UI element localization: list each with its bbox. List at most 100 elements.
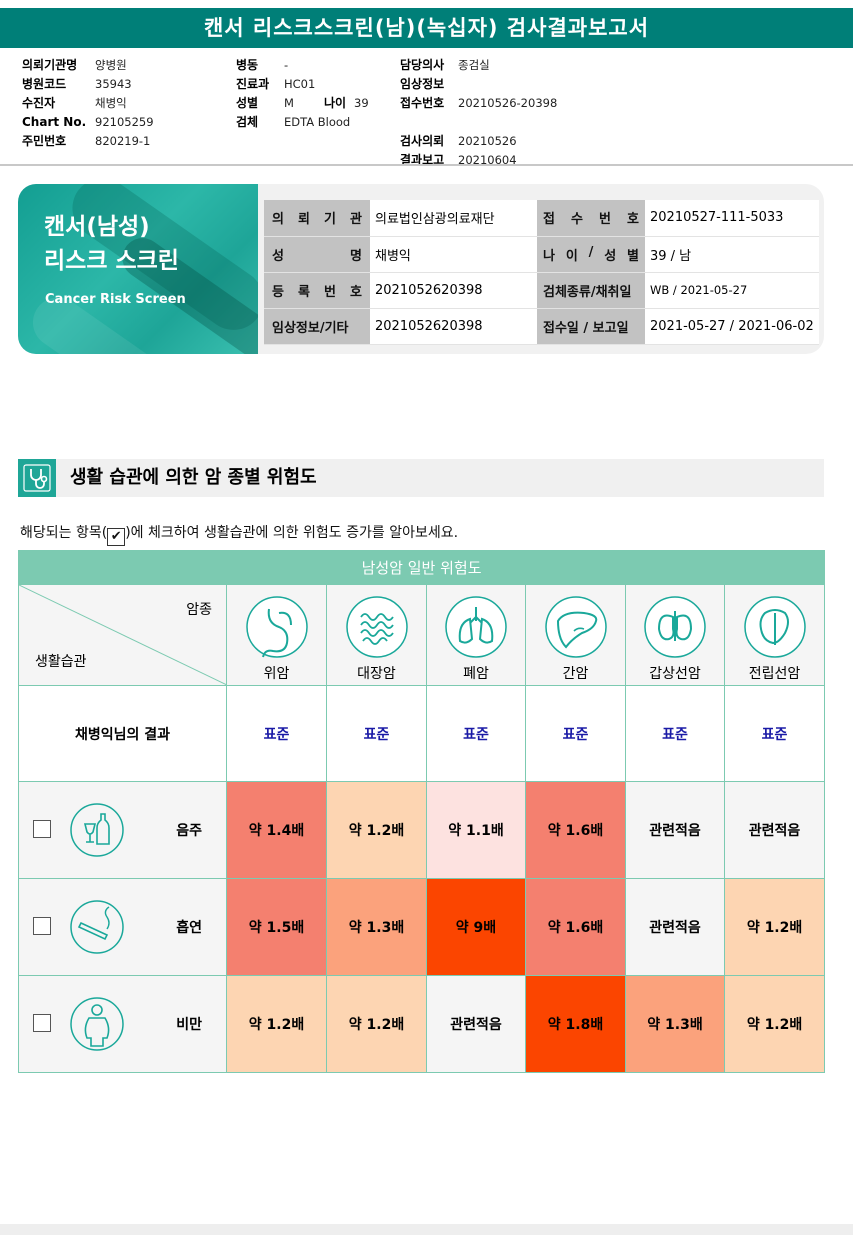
organ-icon — [743, 595, 807, 659]
report-date-label: 결과보고 — [400, 153, 445, 167]
risk-value-cell: 약 1.3배 — [625, 975, 725, 1073]
age-value: 39 — [354, 96, 369, 110]
check-icon: ✔ — [107, 528, 126, 546]
info-label-left: 임상정보/기타 — [264, 308, 370, 345]
result-label-cell: 채병익님의 결과 — [18, 685, 227, 782]
ward-label: 병동 — [236, 58, 259, 72]
cancer-name: 위암 — [263, 666, 290, 682]
patient-info-card: 캔서(남성) 리스크 스크린 Cancer Risk Screen 의 뢰 기 관 의료… — [18, 184, 824, 354]
report-title: 캔서 리스크스크린(남)(녹십자) 검사결과보고서 — [0, 8, 853, 48]
cancer-name: 전립선암 — [748, 666, 801, 682]
risk-value-cell: 약 1.8배 — [525, 975, 626, 1073]
info-value-left: 의료법인삼광의료재단 — [370, 200, 537, 237]
habit-checkbox[interactable] — [33, 917, 51, 935]
organ-icon — [444, 595, 508, 659]
table-caption: 남성암 일반 위험도 — [17, 550, 826, 585]
organ-icon — [245, 595, 309, 659]
habit-checkbox[interactable] — [33, 820, 51, 838]
cancer-name: 갑상선암 — [649, 666, 701, 682]
info-value-right: 20210527-111-5033 — [645, 200, 819, 237]
department-label: 진료과 — [236, 77, 270, 91]
doctor-label: 담당의사 — [400, 58, 445, 72]
habit-row: 흡연 약 1.5배 약 1.3배 약 9배 약 1.6배 관련적음 약 1.2배 — [18, 878, 826, 976]
info-label-text: 나 이 / 성 별 — [543, 244, 639, 264]
header-col1: 의뢰기관명 양병원 병원코드 35943 수진자 채병익 Chart No. 92105… — [22, 56, 154, 151]
patient-label: 수진자 — [22, 96, 56, 110]
instruction-after: )에 체크하여 생활습관에 의한 위험도 증가를 알아보세요. — [125, 525, 459, 541]
instruction-before: 해당되는 항목( — [20, 525, 108, 541]
doctor-value: 종검실 — [458, 58, 490, 72]
banner-line1: 캔서(남성) — [44, 214, 150, 240]
product-banner: 캔서(남성) 리스크 스크린 Cancer Risk Screen — [18, 184, 258, 354]
cancer-header-cell: 폐암 — [426, 584, 526, 686]
section-title: 생활 습관에 의한 암 종별 위험도 — [70, 467, 317, 488]
result-cell: 표준 — [226, 685, 327, 782]
hospital-name-value: 양병원 — [95, 58, 127, 72]
sex-label: 성별 — [236, 96, 259, 110]
specimen-value: EDTA Blood — [284, 115, 351, 129]
cancer-header-cell: 대장암 — [326, 584, 427, 686]
hospital-code-label: 병원코드 — [22, 77, 67, 91]
ward-value: - — [284, 58, 289, 72]
info-value-right: WB / 2021-05-27 — [645, 272, 819, 309]
info-label-right: 접수일 / 보고일 — [537, 308, 645, 345]
banner-line2: 리스크 스크린 — [44, 248, 179, 274]
resident-no-value: 820219-1 — [95, 134, 151, 148]
info-row: 임상정보/기타 2021052620398 접수일 / 보고일 2021-05-27 … — [264, 308, 819, 345]
result-value: 표준 — [463, 726, 489, 743]
result-cell: 표준 — [326, 685, 427, 782]
risk-value-cell: 약 1.2배 — [326, 975, 427, 1073]
result-value: 표준 — [662, 726, 688, 743]
obesity-icon — [69, 996, 125, 1052]
sex-value: M — [284, 96, 294, 110]
risk-value-cell: 약 1.2배 — [226, 975, 327, 1073]
hospital-code-value: 35943 — [95, 77, 132, 91]
info-label-text: 검체종류/채취일 — [543, 284, 632, 300]
organ-icon — [643, 595, 707, 659]
request-date-value: 20210526 — [458, 134, 517, 148]
report-date-value: 20210604 — [458, 153, 517, 167]
result-value: 표준 — [363, 726, 390, 743]
department-value: HC01 — [284, 77, 316, 91]
page-footer-bar — [0, 1224, 853, 1235]
hospital-name-label: 의뢰기관명 — [22, 58, 78, 72]
result-value: 표준 — [263, 726, 290, 743]
risk-value-cell: 관련적음 — [625, 878, 725, 976]
banner-subtitle: Cancer Risk Screen — [45, 292, 186, 307]
patient-value: 채병익 — [95, 96, 127, 110]
risk-value-cell: 약 1.2배 — [723, 878, 826, 976]
result-cell: 표준 — [625, 685, 725, 782]
patient-info-table: 의 뢰 기 관 의료법인삼광의료재단 접 수 번 호 20210527-111-5033 성 명 채병익… — [264, 200, 819, 345]
header-separator — [0, 164, 853, 166]
habit-name: 비만 — [176, 1017, 202, 1033]
risk-value-cell: 관련적음 — [625, 781, 725, 879]
organ-icon — [345, 595, 409, 659]
habit-checkbox[interactable] — [33, 1014, 51, 1032]
habit-label-cell: 음주 — [18, 781, 227, 879]
clinical-info-label: 임상정보 — [400, 77, 445, 91]
cancer-header-cell: 위암 — [226, 584, 327, 686]
result-value: 표준 — [562, 726, 589, 743]
risk-value-cell: 관련적음 — [426, 975, 526, 1073]
habit-name: 음주 — [176, 823, 202, 839]
risk-value-cell: 약 1.6배 — [525, 781, 626, 879]
smoking-icon — [69, 899, 125, 955]
banner-title: 캔서(남성) 리스크 스크린 — [44, 210, 179, 278]
specimen-label: 검체 — [236, 115, 259, 129]
result-label: 채병익님의 결과 — [74, 726, 171, 743]
info-row: 등 록 번 호 2021052620398 검체종류/채취일 WB / 2021-05-27 — [264, 272, 819, 309]
lifestyle-label: 생활습관 — [35, 654, 87, 670]
habit-row: 비만 약 1.2배 약 1.2배 관련적음 약 1.8배 약 1.3배 약 1.2배 — [18, 975, 826, 1073]
habit-row: 음주 약 1.4배 약 1.2배 약 1.1배 약 1.6배 관련적음 관련적음 — [18, 781, 826, 879]
cancer-header-cell: 간암 — [525, 584, 626, 686]
risk-value-cell: 약 1.2배 — [326, 781, 427, 879]
request-date-label: 검사의뢰 — [400, 134, 445, 148]
info-row: 의 뢰 기 관 의료법인삼광의료재단 접 수 번 호 20210527-111-5033 — [264, 200, 819, 237]
